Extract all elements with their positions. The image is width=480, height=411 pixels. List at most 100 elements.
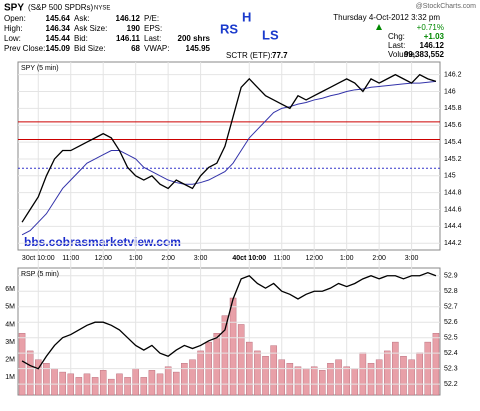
field-value: 145.09	[46, 44, 71, 53]
panel-label: SPY (5 min)	[21, 65, 59, 72]
volume-label: Volume:	[388, 50, 417, 59]
y-tick-label: 52.7	[444, 304, 458, 311]
y-tick-label: 145.6	[444, 122, 462, 129]
volume-bar	[59, 371, 66, 396]
x-tick-label: 1:00	[340, 255, 354, 262]
y-tick-label: 146.2	[444, 71, 462, 78]
y-tick-label: 52.8	[444, 288, 458, 295]
y-tick-label: 52.3	[444, 366, 458, 373]
field-label: High:	[4, 24, 23, 33]
field-label: Ask Size:	[74, 24, 107, 33]
x-tick-label: 12:00	[305, 255, 323, 262]
chg-pct: +0.71%	[417, 23, 444, 32]
y-tick-label: 52.9	[444, 273, 458, 280]
volume-bar	[172, 371, 180, 396]
volume-bar	[408, 359, 415, 396]
field-value: 146.12	[116, 14, 141, 23]
volume-bar	[229, 297, 237, 396]
volume-bar	[51, 368, 58, 396]
annotation: H	[242, 9, 251, 24]
volume-bar	[432, 333, 440, 396]
volume-bar	[189, 359, 196, 396]
volume-bar	[148, 370, 156, 396]
volume-bar	[367, 363, 375, 396]
volume-bar	[75, 377, 83, 396]
volume-bar	[237, 324, 245, 396]
panel-label: RSP (5 min)	[21, 271, 59, 278]
volume-bar	[124, 377, 131, 396]
volume-tick-label: 6M	[5, 286, 15, 293]
field-label: P/E:	[144, 14, 159, 23]
symbol: SPY	[4, 3, 24, 14]
field-label: VWAP:	[144, 44, 169, 53]
field-label: Prev Close:	[4, 44, 45, 53]
y-tick-label: 52.2	[444, 381, 458, 388]
volume-bar	[335, 359, 342, 396]
field-label: Bid:	[74, 34, 88, 43]
volume-bar	[351, 368, 359, 396]
volume-bar	[43, 363, 50, 396]
volume-bar	[26, 350, 34, 396]
annotation: RS	[220, 21, 238, 36]
volume-bar	[400, 355, 407, 396]
volume-bar	[140, 377, 148, 396]
field-value: 145.95	[186, 44, 211, 53]
last-label: Last:	[388, 41, 405, 50]
sctr: 77.7	[272, 51, 288, 60]
x-tick-label: 2:00	[372, 255, 386, 262]
up-arrow	[376, 24, 382, 30]
y-tick-label: 144.6	[444, 206, 462, 213]
volume-bar	[270, 345, 277, 396]
volume-bar	[18, 333, 26, 396]
volume-tick-label: 2M	[5, 357, 15, 364]
volume-bar	[278, 359, 286, 396]
y-tick-label: 145.2	[444, 156, 462, 163]
field-label: Low:	[4, 34, 21, 43]
volume-bar	[286, 363, 294, 396]
field-value: 146.34	[46, 24, 71, 33]
y-tick-label: 144.2	[444, 240, 462, 247]
series-line	[21, 73, 437, 223]
date: Thursday 4-Oct-2012 3:32 pm	[333, 13, 440, 22]
volume-bar	[262, 355, 269, 396]
y-tick-label: 146	[444, 88, 456, 95]
field-label: Last:	[144, 34, 161, 43]
y-tick-label: 52.5	[444, 335, 458, 342]
x-tick-label: 3:00	[405, 255, 419, 262]
sctr-label: SCTR (ETF):	[226, 51, 273, 60]
volume-bar	[319, 370, 326, 396]
x-tick-label: 11:00	[62, 255, 79, 262]
volume-bar	[213, 333, 221, 396]
volume-bar	[343, 366, 350, 396]
volume-bar	[302, 368, 310, 396]
volume-bar	[164, 366, 172, 396]
volume-bar	[99, 370, 107, 396]
field-value: 146.11	[116, 34, 141, 43]
y-tick-label: 145	[444, 173, 456, 180]
volume-bar	[197, 350, 204, 396]
chg-label: Chg:	[388, 32, 405, 41]
volume-bar	[91, 377, 99, 396]
y-tick-label: 145.4	[444, 139, 462, 146]
x-tick-label: 1:00	[129, 255, 143, 262]
source: @StockCharts.com	[416, 3, 477, 10]
volume-bar	[132, 368, 139, 396]
volume-bar	[359, 352, 367, 396]
x-tick-label: 40ct 10:00	[232, 255, 266, 262]
volume-tick-label: 3M	[5, 339, 15, 346]
exchange: NYSE	[94, 6, 110, 12]
x-tick-label: 12:00	[94, 255, 112, 262]
series-line	[21, 271, 437, 370]
series-line	[21, 80, 436, 236]
x-tick-label: 3:00	[194, 255, 208, 262]
volume-bar	[254, 350, 261, 396]
volume-bar	[383, 350, 391, 396]
field-label: Open:	[4, 14, 26, 23]
volume-bar	[375, 359, 383, 396]
name: (S&P 500 SPDRs)	[28, 3, 94, 12]
volume-bar	[108, 378, 115, 396]
volume-bar	[416, 352, 423, 396]
volume-bar	[35, 359, 42, 396]
volume-tick-label: 5M	[5, 304, 15, 311]
field-value: 190	[127, 24, 141, 33]
